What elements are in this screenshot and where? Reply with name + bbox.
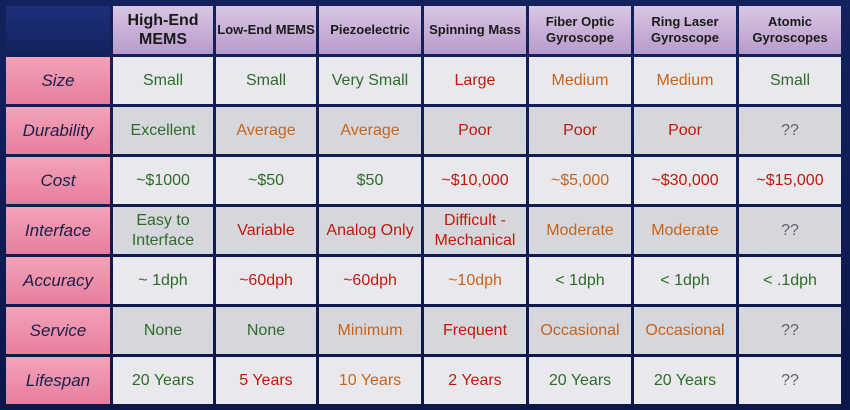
table-cell: None <box>113 307 213 354</box>
table-cell: ~$50 <box>216 157 316 204</box>
table-cell: 10 Years <box>319 357 421 404</box>
table-cell: 20 Years <box>634 357 736 404</box>
table-header-row: High-End MEMS Low-End MEMS Piezoelectric… <box>6 6 841 54</box>
table-cell: Very Small <box>319 57 421 104</box>
table-cell: ~10dph <box>424 257 526 304</box>
table-cell: 20 Years <box>529 357 631 404</box>
table-cell: ~$1000 <box>113 157 213 204</box>
table-cell: Analog Only <box>319 207 421 254</box>
table-cell: ?? <box>739 107 841 154</box>
table-cell: 20 Years <box>113 357 213 404</box>
table-cell: Large <box>424 57 526 104</box>
table-cell: Medium <box>529 57 631 104</box>
gyroscope-comparison-table: High-End MEMS Low-End MEMS Piezoelectric… <box>3 3 844 407</box>
table-cell: Poor <box>529 107 631 154</box>
table-cell: Difficult - Mechanical <box>424 207 526 254</box>
table-cell: < 1dph <box>634 257 736 304</box>
row-header-cost: Cost <box>6 157 110 204</box>
table-cell: None <box>216 307 316 354</box>
table-cell: Small <box>739 57 841 104</box>
table-cell: Occasional <box>634 307 736 354</box>
table-cell: Frequent <box>424 307 526 354</box>
table-cell: ~$15,000 <box>739 157 841 204</box>
corner-cell <box>6 6 110 54</box>
row-header-service: Service <box>6 307 110 354</box>
column-header-ring-laser: Ring Laser Gyroscope <box>634 6 736 54</box>
table-cell: Small <box>113 57 213 104</box>
column-header-piezoelectric: Piezoelectric <box>319 6 421 54</box>
table-row: Lifespan 20 Years 5 Years 10 Years 2 Years 20… <box>6 357 841 404</box>
table-row: Durability Excellent Average Average Poor Poo… <box>6 107 841 154</box>
table-cell: Minimum <box>319 307 421 354</box>
table-cell: Average <box>216 107 316 154</box>
row-header-durability: Durability <box>6 107 110 154</box>
table-cell: Variable <box>216 207 316 254</box>
table-cell: ?? <box>739 307 841 354</box>
table-cell: ~$30,000 <box>634 157 736 204</box>
row-header-accuracy: Accuracy <box>6 257 110 304</box>
row-header-size: Size <box>6 57 110 104</box>
row-header-interface: Interface <box>6 207 110 254</box>
table-body: Size Small Small Very Small Large Medium Mediu… <box>6 57 841 404</box>
table-cell: ~ 1dph <box>113 257 213 304</box>
table-row: Cost ~$1000 ~$50 $50 ~$10,000 ~$5,000 ~$30,000… <box>6 157 841 204</box>
table-cell: Poor <box>634 107 736 154</box>
table-cell: Moderate <box>634 207 736 254</box>
table-cell: Moderate <box>529 207 631 254</box>
column-header-high-end-mems: High-End MEMS <box>113 6 213 54</box>
table-cell: ~$10,000 <box>424 157 526 204</box>
table-cell: ~60dph <box>319 257 421 304</box>
table-row: Size Small Small Very Small Large Medium Mediu… <box>6 57 841 104</box>
table-cell: ~$5,000 <box>529 157 631 204</box>
table-cell: Occasional <box>529 307 631 354</box>
row-header-lifespan: Lifespan <box>6 357 110 404</box>
table-cell: ~60dph <box>216 257 316 304</box>
table-cell: Poor <box>424 107 526 154</box>
column-header-atomic: Atomic Gyroscopes <box>739 6 841 54</box>
table-cell: Small <box>216 57 316 104</box>
column-header-spinning-mass: Spinning Mass <box>424 6 526 54</box>
column-header-fiber-optic: Fiber Optic Gyroscope <box>529 6 631 54</box>
table-cell: 2 Years <box>424 357 526 404</box>
table-row: Interface Easy to Interface Variable Analog… <box>6 207 841 254</box>
table-cell: 5 Years <box>216 357 316 404</box>
table-cell: Easy to Interface <box>113 207 213 254</box>
table-cell: Excellent <box>113 107 213 154</box>
table-cell: $50 <box>319 157 421 204</box>
table-row: Service None None Minimum Frequent Occasional… <box>6 307 841 354</box>
table-cell: ?? <box>739 357 841 404</box>
table-cell: < 1dph <box>529 257 631 304</box>
table-row: Accuracy ~ 1dph ~60dph ~60dph ~10dph < 1dph < … <box>6 257 841 304</box>
table-cell: Medium <box>634 57 736 104</box>
table-cell: < .1dph <box>739 257 841 304</box>
table-cell: ?? <box>739 207 841 254</box>
column-header-low-end-mems: Low-End MEMS <box>216 6 316 54</box>
table-cell: Average <box>319 107 421 154</box>
